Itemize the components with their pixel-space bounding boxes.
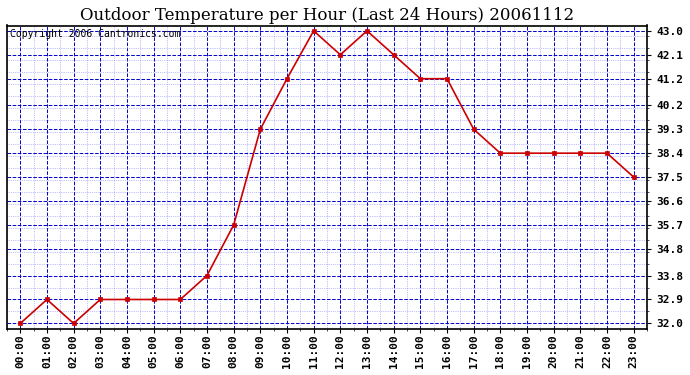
Text: Copyright 2006 Cantronics.com: Copyright 2006 Cantronics.com <box>10 28 181 39</box>
Title: Outdoor Temperature per Hour (Last 24 Hours) 20061112: Outdoor Temperature per Hour (Last 24 Ho… <box>80 7 574 24</box>
